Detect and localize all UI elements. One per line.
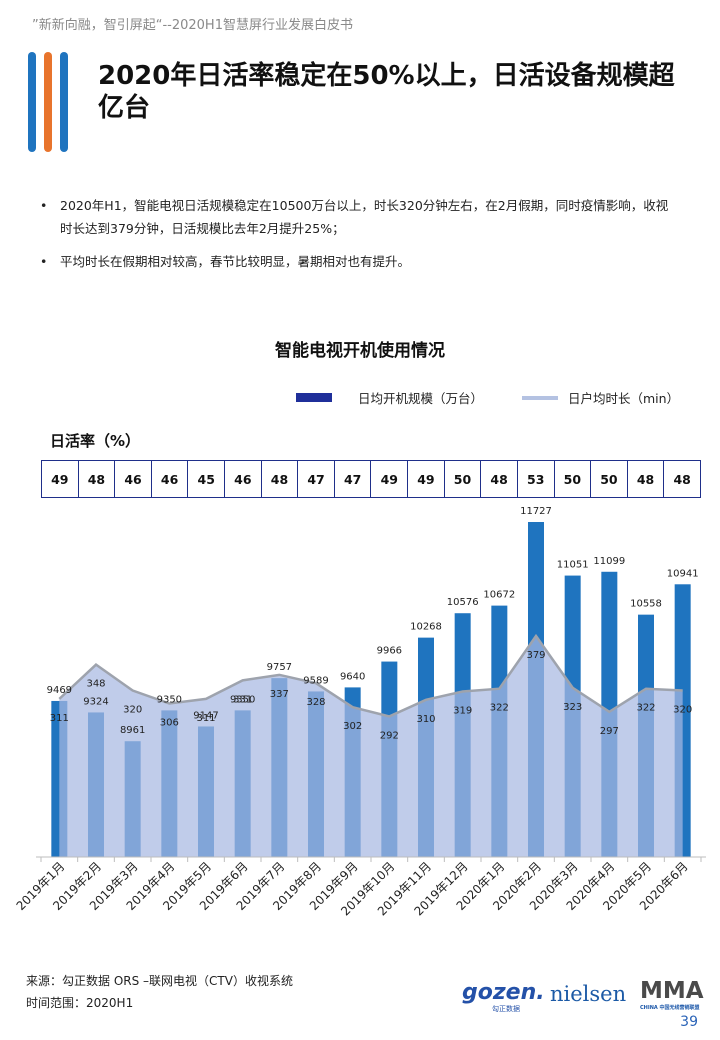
legend-swatch-area [522,396,558,400]
rate-label: 日活率（%） [50,432,141,450]
rate-cell: 50 [555,461,592,497]
rate-cell: 48 [262,461,299,497]
bullet-text: 2020年H1，智能电视日活规模稳定在10500万台以上，时长320分钟左右，在… [60,198,669,236]
rate-cell: 48 [673,471,691,487]
bar-value-label: 9350 [230,694,255,705]
bar-value-label: 9324 [83,696,108,707]
page-title: 2020年日活率稳定在50%以上，日活设备规模超亿台 [98,61,675,123]
area-value-label: 319 [453,705,472,716]
stripe-2 [44,52,52,152]
chart-title: 智能电视开机使用情况 [275,341,445,361]
area-value-label: 322 [636,703,655,714]
bullet-list: • 2020年H1，智能电视日活规模稳定在10500万台以上，时长320分钟左右… [40,194,680,283]
legend-label-area: 日户均时长（min） [568,391,680,406]
bullet-marker: • [40,254,48,269]
nielsen-logo: nielsen [550,982,627,1006]
bar-value-label: 9147 [193,710,218,721]
rate-cell: 48 [481,461,518,497]
rate-cell: 50 [591,461,628,497]
rate-cell: 46 [225,461,262,497]
rate-cell: 47 [298,461,335,497]
rate-cell: 47 [335,461,372,497]
rate-cell: 48 [628,461,665,497]
rate-cell: 46 [152,461,189,497]
rate-cell: 49 [408,461,445,497]
bar-value-label: 10268 [410,622,442,633]
area-value-label: 306 [160,718,179,729]
bullet-item: • 平均时长在假期相对较高，春节比较明显，暑期相对也有提升。 [40,250,680,273]
mma-logo: MMA [640,978,704,1004]
rate-cell: 50 [445,461,482,497]
rate-cell: 45 [188,461,226,497]
daily-active-rate-row: 49 48 46 46 45 46 48 47 47 49 49 50 48 53 50 50 48 48 [41,460,701,498]
report-header: ”新新向融，智引屏起“--2020H1智慧屏行业发展白皮书 [32,18,353,33]
area-value-label: 323 [563,702,582,713]
bar-value-label: 9350 [157,694,182,705]
area-value-label: 311 [196,713,215,724]
source-block: 来源：勾正数据 ORS –联网电视（CTV）收视系统 时间范围：2020H1 [26,970,293,1014]
bar-value-label: 9469 [47,685,72,696]
rate-cell: 49 [371,461,409,497]
area-series-line [58,633,683,718]
bar-value-label: 9757 [267,662,292,673]
area-value-label: 331 [233,694,252,705]
decorative-stripes [28,52,72,152]
bar-value-label: 11727 [520,506,552,517]
area-value-label: 297 [600,726,619,737]
area-value-label: 310 [416,714,435,725]
bar-value-label: 11051 [557,560,589,571]
time-range-text: 时间范围：2020H1 [26,996,134,1010]
bullet-item: • 2020年H1，智能电视日活规模稳定在10500万台以上，时长320分钟左右… [40,194,680,240]
legend-swatch-bars [296,393,332,402]
rate-cell: 49 [42,461,79,497]
bar-value-label: 8961 [120,725,145,736]
area-value-label: 322 [490,703,509,714]
area-value-label: 311 [50,713,69,724]
bar-value-label: 10941 [667,568,699,579]
area-value-label: 320 [123,705,142,716]
area-value-label: 337 [270,689,289,700]
bar-value-label: 9589 [303,675,328,686]
gozen-logo-sub: 勾正数据 [492,1005,520,1013]
mma-logo-sub: CHINA 中国无线营销联盟 [640,1005,700,1011]
area-series [59,636,683,857]
source-text: 来源：勾正数据 ORS –联网电视（CTV）收视系统 [26,974,293,988]
bar-value-label: 9966 [377,646,402,657]
chart-canvas: 9469 9324 8961 9350 9147 9350 9757 9589 9640 9966… [14,506,706,918]
area-value-label: 379 [526,650,545,661]
area-value-label: 302 [343,721,362,732]
rate-cell: 53 [518,461,555,497]
bar-value-label: 10558 [630,599,662,610]
bullet-text: 平均时长在假期相对较高，春节比较明显，暑期相对也有提升。 [60,254,411,269]
area-value-label: 348 [86,679,105,690]
stripe-3 [60,52,68,152]
legend-label-bars: 日均开机规模（万台） [358,391,484,406]
gozen-logo: gozen. [462,980,545,1005]
area-value-label: 320 [673,705,692,716]
bullet-marker: • [40,198,48,213]
bar-value-label: 11099 [593,556,625,567]
stripe-1 [28,52,36,152]
rate-cell: 46 [115,461,152,497]
page-number: 39 [680,1014,698,1030]
area-value-label: 292 [380,730,399,741]
bar-value-label: 10672 [483,590,515,601]
bar-value-label: 10576 [447,597,479,608]
partner-logos: gozen. 勾正数据 nielsen MMA CHINA 中国无线营销联盟 [462,978,712,1013]
bar-value-label: 9640 [340,671,365,682]
rate-cell: 48 [79,461,116,497]
area-value-label: 328 [306,697,325,708]
